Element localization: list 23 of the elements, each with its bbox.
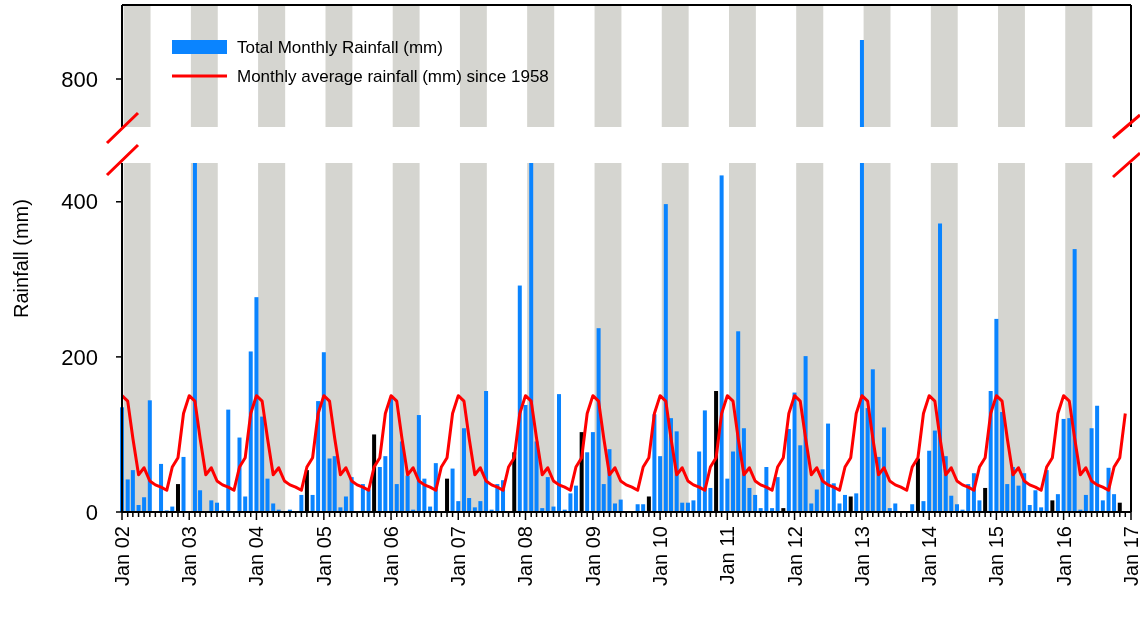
y-tick-label: 0	[85, 499, 98, 525]
x-tick-label: Jan 08	[514, 526, 537, 587]
y-tick-label: 200	[61, 344, 98, 370]
x-tick-label: Jan 17	[1120, 526, 1140, 587]
x-tick-label: Jan 10	[649, 526, 672, 587]
legend-label: Monthly average rainfall (mm) since 1958	[237, 66, 549, 86]
y-axis-title: Rainfall (mm)	[10, 199, 32, 318]
x-tick-label: Jan 11	[716, 526, 739, 585]
x-tick-label: Jan 07	[447, 526, 470, 587]
x-tick-label: Jan 02	[111, 526, 133, 587]
x-tick-label: Jan 09	[581, 526, 604, 587]
x-tick-label: Jan 16	[1052, 526, 1075, 587]
x-tick-label: Jan 06	[380, 526, 403, 587]
legend-label: Total Monthly Rainfall (mm)	[237, 37, 443, 57]
x-tick-label: Jan 13	[850, 526, 873, 587]
x-tick-label: Jan 04	[245, 526, 268, 587]
x-tick-label: Jan 14	[918, 526, 941, 587]
text: 800	[61, 66, 98, 92]
y-tick-label: 400	[61, 189, 98, 215]
x-tick-label: Jan 15	[985, 526, 1008, 587]
x-tick-label: Jan 03	[178, 526, 201, 587]
x-tick-label: Jan 12	[783, 526, 806, 587]
x-tick-label: Jan 05	[312, 526, 335, 587]
